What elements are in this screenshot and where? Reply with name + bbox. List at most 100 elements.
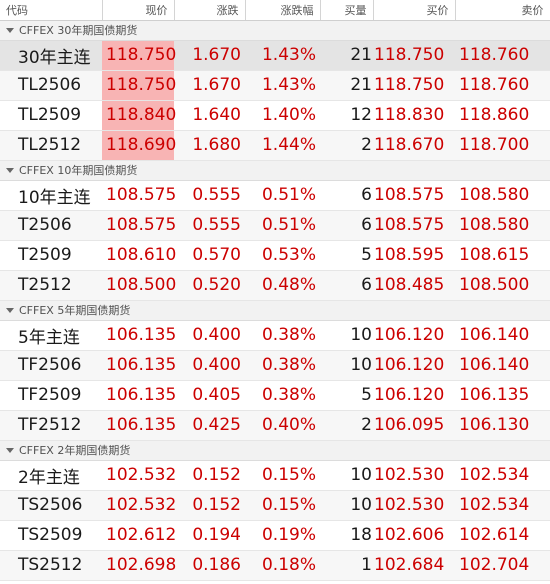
cell-code: TL2506	[0, 70, 102, 101]
cell-ask: 106.140	[455, 320, 550, 351]
cell-bid-volume: 10	[320, 320, 373, 351]
cell-change-pct: 0.48%	[245, 270, 320, 301]
cell-change-pct: 0.38%	[245, 380, 320, 411]
cell-ask: 106.140	[455, 350, 550, 381]
cell-change-pct: 1.43%	[245, 70, 320, 101]
cell-bid: 118.750	[373, 40, 455, 71]
cell-bid: 108.575	[373, 180, 455, 211]
table-row[interactable]: 5年主连 106.135 0.400 0.38% 10 106.120 106.140	[0, 320, 550, 351]
cell-price: 102.612	[102, 520, 176, 551]
table-row[interactable]: 2年主连 102.532 0.152 0.15% 10 102.530 102.534	[0, 460, 550, 491]
table-row[interactable]: TF2509 106.135 0.405 0.38% 5 106.120 106.135	[0, 380, 550, 411]
column-header-price[interactable]: 现价	[102, 0, 175, 21]
cell-change: 0.405	[174, 380, 245, 411]
cell-change: 0.400	[174, 320, 245, 351]
table-row[interactable]: TL2512 118.690 1.680 1.44% 2 118.670 118.700	[0, 130, 550, 161]
cell-change-pct: 1.44%	[245, 130, 320, 161]
cell-change-pct: 0.38%	[245, 350, 320, 381]
cell-price: 118.750	[102, 70, 176, 101]
cell-price: 102.698	[102, 550, 176, 581]
cell-change: 0.425	[174, 410, 245, 441]
cell-change-pct: 0.15%	[245, 490, 320, 521]
table-row[interactable]: 10年主连 108.575 0.555 0.51% 6 108.575 108.580	[0, 180, 550, 211]
cell-bid: 102.684	[373, 550, 455, 581]
cell-ask: 108.615	[455, 240, 550, 271]
collapse-caret-icon[interactable]	[6, 308, 14, 313]
cell-bid: 108.595	[373, 240, 455, 271]
cell-code: T2512	[0, 270, 102, 301]
cell-change: 1.670	[174, 40, 245, 71]
cell-ask: 118.860	[455, 100, 550, 131]
cell-bid-volume: 5	[320, 240, 373, 271]
cell-code: 2年主连	[0, 460, 102, 491]
cell-price: 102.532	[102, 460, 176, 491]
group-header[interactable]: CFFEX 30年期国债期货	[0, 20, 550, 41]
cell-bid: 106.120	[373, 320, 455, 351]
group-header[interactable]: CFFEX 5年期国债期货	[0, 300, 550, 321]
column-header-ask[interactable]: 卖价	[455, 0, 550, 21]
group-header-cell: CFFEX 5年期国债期货	[0, 300, 550, 321]
group-header-cell: CFFEX 10年期国债期货	[0, 160, 550, 181]
cell-bid-volume: 6	[320, 180, 373, 211]
cell-bid-volume: 6	[320, 270, 373, 301]
cell-bid: 108.575	[373, 210, 455, 241]
table-row[interactable]: TS2512 102.698 0.186 0.18% 1 102.684 102.704	[0, 550, 550, 581]
table-row[interactable]: TF2512 106.135 0.425 0.40% 2 106.095 106.130	[0, 410, 550, 441]
cell-code: T2506	[0, 210, 102, 241]
table-row[interactable]: TL2506 118.750 1.670 1.43% 21 118.750 118.760	[0, 70, 550, 101]
cell-price: 108.575	[102, 180, 176, 211]
cell-change: 0.520	[174, 270, 245, 301]
cell-bid-volume: 21	[320, 40, 373, 71]
table-row[interactable]: TS2509 102.612 0.194 0.19% 18 102.606 102.614	[0, 520, 550, 551]
column-header-bid[interactable]: 买价	[373, 0, 456, 21]
cell-code: TF2509	[0, 380, 102, 411]
collapse-caret-icon[interactable]	[6, 448, 14, 453]
table-row[interactable]: T2509 108.610 0.570 0.53% 5 108.595 108.615	[0, 240, 550, 271]
cell-change: 0.555	[174, 180, 245, 211]
collapse-caret-icon[interactable]	[6, 168, 14, 173]
header-row: 代码 现价 涨跌 涨跌幅 买量 买价 卖价	[0, 0, 550, 21]
cell-price: 106.135	[102, 320, 176, 351]
collapse-caret-icon[interactable]	[6, 28, 14, 33]
group-header[interactable]: CFFEX 10年期国债期货	[0, 160, 550, 181]
cell-ask: 108.500	[455, 270, 550, 301]
column-header-change-pct[interactable]: 涨跌幅	[245, 0, 321, 21]
cell-ask: 106.130	[455, 410, 550, 441]
cell-bid: 106.120	[373, 380, 455, 411]
cell-change: 0.186	[174, 550, 245, 581]
cell-change: 0.152	[174, 460, 245, 491]
cell-bid-volume: 12	[320, 100, 373, 131]
table-row[interactable]: T2506 108.575 0.555 0.51% 6 108.575 108.580	[0, 210, 550, 241]
cell-change: 1.670	[174, 70, 245, 101]
cell-ask: 118.760	[455, 40, 550, 71]
column-header-code[interactable]: 代码	[0, 0, 103, 21]
cell-price: 108.575	[102, 210, 176, 241]
cell-ask: 106.135	[455, 380, 550, 411]
cell-code: T2509	[0, 240, 102, 271]
table-row[interactable]: TS2506 102.532 0.152 0.15% 10 102.530 102.534	[0, 490, 550, 521]
cell-bid: 118.830	[373, 100, 455, 131]
cell-code: TF2506	[0, 350, 102, 381]
quote-body: CFFEX 30年期国债期货 30年主连 118.750 1.670 1.43% 21 11…	[0, 20, 550, 581]
cell-code: TS2509	[0, 520, 102, 551]
cell-change-pct: 0.19%	[245, 520, 320, 551]
cell-bid-volume: 1	[320, 550, 373, 581]
cell-change: 1.640	[174, 100, 245, 131]
column-header-bid-volume[interactable]: 买量	[320, 0, 374, 21]
cell-ask: 108.580	[455, 210, 550, 241]
table-row[interactable]: T2512 108.500 0.520 0.48% 6 108.485 108.500	[0, 270, 550, 301]
table-row[interactable]: 30年主连 118.750 1.670 1.43% 21 118.750 118.760	[0, 40, 550, 71]
cell-price: 118.690	[102, 130, 176, 161]
group-header[interactable]: CFFEX 2年期国债期货	[0, 440, 550, 461]
table-row[interactable]: TF2506 106.135 0.400 0.38% 10 106.120 106.140	[0, 350, 550, 381]
cell-bid-volume: 5	[320, 380, 373, 411]
cell-price: 108.610	[102, 240, 176, 271]
cell-change: 0.400	[174, 350, 245, 381]
cell-price: 106.135	[102, 380, 176, 411]
column-header-change[interactable]: 涨跌	[174, 0, 246, 21]
table-row[interactable]: TL2509 118.840 1.640 1.40% 12 118.830 118.860	[0, 100, 550, 131]
cell-bid-volume: 6	[320, 210, 373, 241]
cell-bid-volume: 2	[320, 410, 373, 441]
cell-bid: 102.530	[373, 460, 455, 491]
cell-change: 1.680	[174, 130, 245, 161]
